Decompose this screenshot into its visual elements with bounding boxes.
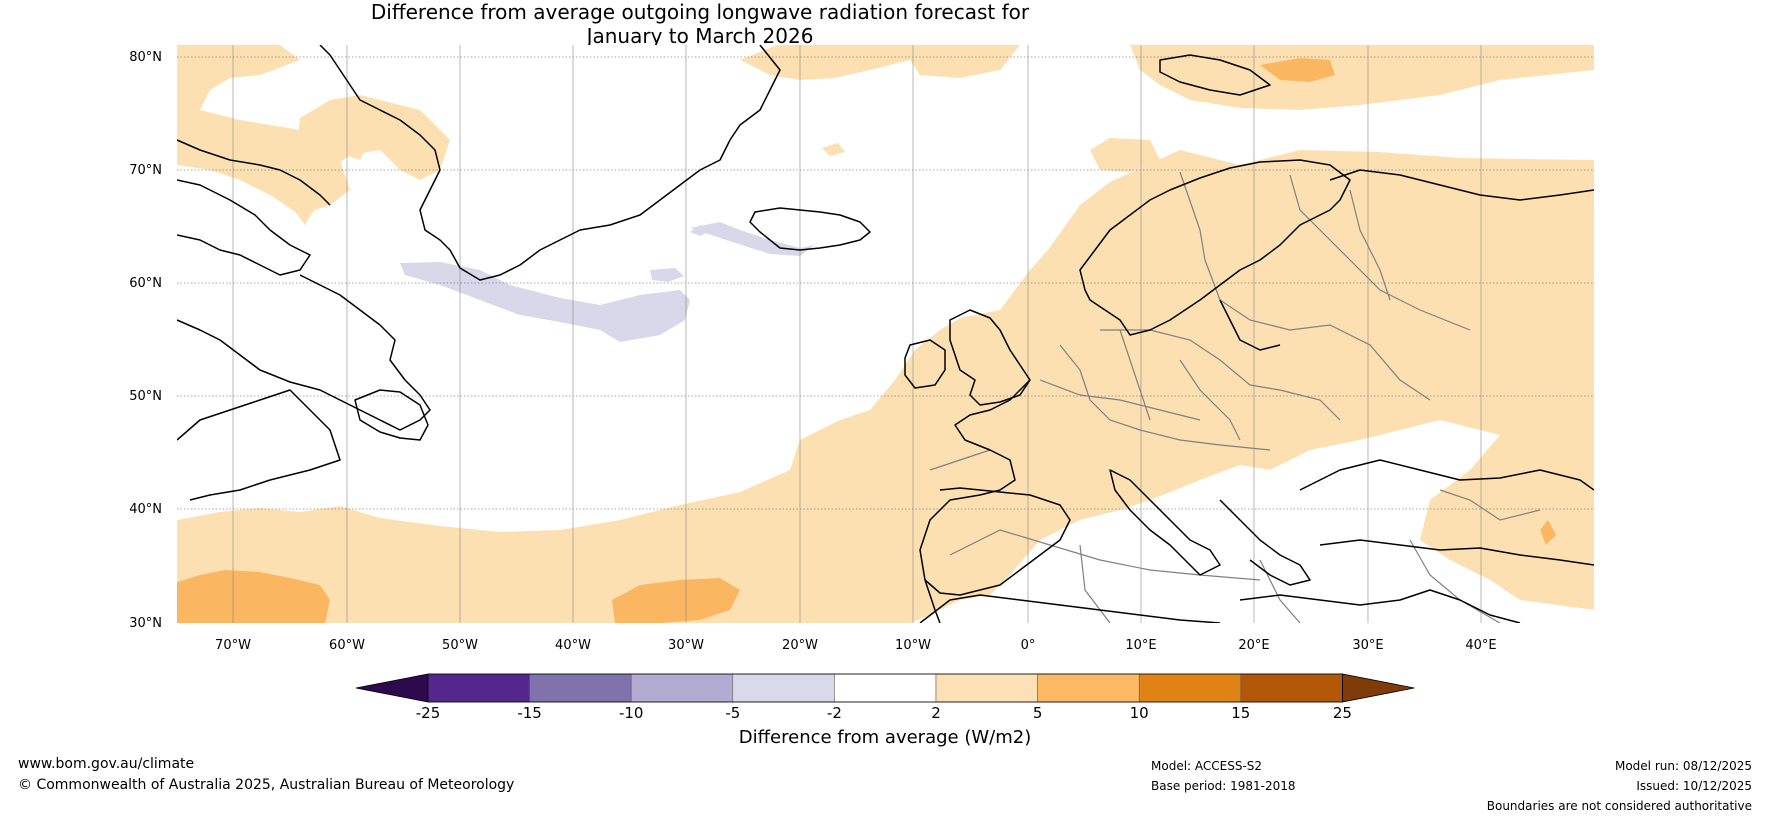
colorbar: -25 -15 -10 -5 -2 2 5 10 15 25 — [355, 673, 1415, 722]
chart-title: Difference from average outgoing longwav… — [0, 0, 1400, 48]
lon-label-30w: 30°W — [668, 638, 704, 653]
meridians — [232, 45, 1482, 623]
map-panel — [177, 45, 1594, 623]
lat-label-40: 40°N — [129, 502, 162, 517]
colorbar-segment — [427, 673, 530, 703]
colorbar-extension-high — [1342, 673, 1415, 703]
lon-label-20e: 20°E — [1238, 638, 1269, 653]
lat-label-80: 80°N — [129, 50, 162, 65]
coastlines — [177, 45, 1594, 623]
colorbar-segment — [834, 673, 937, 703]
colorbar-segment — [732, 673, 835, 703]
colorbar-extension-low — [355, 673, 429, 703]
title-line-2: January to March 2026 — [586, 24, 814, 48]
disclaimer-text: Boundaries are not considered authoritat… — [1486, 799, 1752, 813]
colorbar-segment — [1037, 673, 1140, 703]
colorbar-tick-label: 5 — [1033, 704, 1043, 722]
colorbar-segment — [1240, 673, 1343, 703]
colorbar-tick-label: 10 — [1130, 704, 1149, 722]
lon-label-20w: 20°W — [782, 638, 818, 653]
anomaly-region-5-10 — [177, 58, 1556, 623]
lon-label-70w: 70°W — [215, 638, 251, 653]
colorbar-tick-label: 2 — [931, 704, 941, 722]
colorbar-outline — [427, 673, 1343, 703]
model-run-text: Model run: 08/12/2025 — [1614, 759, 1752, 773]
issued-text: Issued: 10/12/2025 — [1636, 779, 1752, 793]
footer-run-info: Model run: 08/12/2025 Issued: 10/12/2025… — [1487, 756, 1752, 816]
colorbar-tick-label: -2 — [827, 704, 842, 722]
colorbar-label: Difference from average (W/m2) — [738, 727, 1032, 748]
colorbar-tick-label: -5 — [725, 704, 740, 722]
website-link[interactable]: www.bom.gov.au/climate — [18, 756, 195, 772]
anomaly-region-neg2-neg5 — [400, 222, 815, 342]
lat-label-50: 50°N — [129, 389, 162, 404]
longitude-labels: 70°W 60°W 50°W 40°W 30°W 20°W 10°W 0° 10… — [215, 638, 1497, 653]
colorbar-segment — [1138, 673, 1242, 703]
lon-label-10w: 10°W — [895, 638, 931, 653]
lat-label-60: 60°N — [129, 276, 162, 291]
lon-label-10e: 10°E — [1125, 638, 1156, 653]
colorbar-tick-label: 25 — [1333, 704, 1352, 722]
model-text: Model: ACCESS-S2 — [1151, 759, 1263, 773]
lon-label-60w: 60°W — [329, 638, 365, 653]
colorbar-tick-label: -25 — [416, 704, 441, 722]
base-period-text: Base period: 1981-2018 — [1151, 779, 1296, 793]
colorbar-tick-label: -15 — [517, 704, 542, 722]
colorbar-segment — [935, 673, 1038, 703]
lon-label-30e: 30°E — [1352, 638, 1383, 653]
colorbar-segment — [630, 673, 734, 703]
colorbar-segment — [529, 673, 632, 703]
title-line-1: Difference from average outgoing longwav… — [370, 0, 1030, 24]
footer-left: www.bom.gov.au/climate © Commonwealth of… — [18, 754, 514, 796]
lon-label-40w: 40°W — [555, 638, 591, 653]
lon-label-40e: 40°E — [1465, 638, 1496, 653]
copyright-text: © Commonwealth of Australia 2025, Austra… — [18, 777, 515, 793]
lat-label-70: 70°N — [129, 163, 162, 178]
lon-label-50w: 50°W — [442, 638, 478, 653]
colorbar-tick-label: 15 — [1231, 704, 1250, 722]
footer-model-info: Model: ACCESS-S2 Base period: 1981-2018 — [1151, 756, 1296, 796]
lon-label-0: 0° — [1021, 638, 1036, 653]
colorbar-tick-label: -10 — [619, 704, 644, 722]
latitude-labels: 80°N 70°N 60°N 50°N 40°N 30°N — [129, 50, 162, 631]
lat-label-30: 30°N — [129, 616, 162, 631]
